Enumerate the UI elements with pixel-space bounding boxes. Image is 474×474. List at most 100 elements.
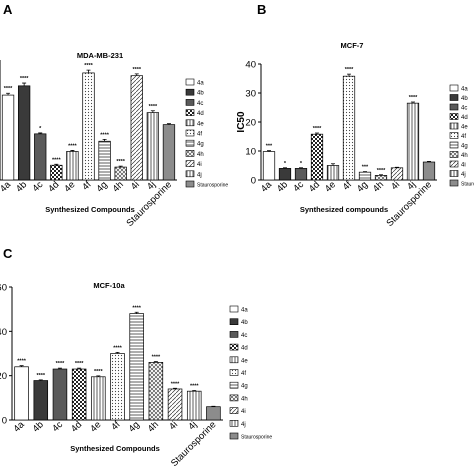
x-tick-label: 4a xyxy=(259,179,275,195)
bar-staurosporine xyxy=(422,161,436,181)
legend-swatch xyxy=(229,420,239,427)
error-bar xyxy=(315,132,319,135)
error-bar xyxy=(70,150,75,152)
y-tick-label: 40 xyxy=(245,60,256,71)
x-tick-label: 4g xyxy=(127,419,142,434)
panel-c-chart: C MCF-10a 0 20 40 60 **** 4a **** 4b **** 4c **** 4d *… xyxy=(0,237,320,474)
bar-4i xyxy=(130,75,143,181)
error-bar xyxy=(54,163,59,166)
legend-label: 4d xyxy=(461,115,468,121)
legend-swatch xyxy=(185,99,195,106)
panel-b-chart: B MCF-7 0 10 20 30 40 IC50 *** 4a * 4b * 4c **** 4d 4e **… xyxy=(236,0,474,237)
legend-label: 4a xyxy=(461,87,468,93)
bar-4g xyxy=(98,140,111,181)
significance-label: * xyxy=(284,161,287,167)
legend-label: 4j xyxy=(197,172,202,178)
significance-label: **** xyxy=(36,373,45,379)
legend-swatch xyxy=(449,160,459,168)
legend-swatch xyxy=(185,78,195,86)
legend-label: 4c xyxy=(241,333,247,339)
significance-label: **** xyxy=(190,384,199,390)
legend-swatch xyxy=(185,150,195,157)
error-bar xyxy=(299,167,303,169)
legend-label: 4b xyxy=(197,91,204,97)
bar-4j xyxy=(146,112,160,181)
error-bar xyxy=(347,73,351,77)
bar-4g xyxy=(358,171,372,181)
legend-swatch xyxy=(449,141,459,149)
legend-swatch xyxy=(229,407,239,414)
significance-label: **** xyxy=(171,381,180,387)
chart-title: MCF-10a xyxy=(93,281,125,290)
legend-swatch xyxy=(449,179,459,187)
legend-swatch xyxy=(229,318,239,325)
x-axis-label: Synthesized compounds xyxy=(300,205,388,214)
bar-4h xyxy=(148,362,164,421)
significance-label: **** xyxy=(132,67,141,73)
x-tick-label: 4c xyxy=(30,179,45,194)
y-tick-label: 20 xyxy=(0,371,7,382)
bar-4h xyxy=(374,175,388,181)
x-tick-label: 4d xyxy=(46,179,61,194)
error-bar xyxy=(153,361,158,363)
legend-label: 4f xyxy=(241,371,246,377)
x-tick-label: 4c xyxy=(50,419,65,434)
error-bar xyxy=(134,73,139,76)
legend-swatch xyxy=(185,119,195,127)
error-bar xyxy=(77,367,82,370)
legend-swatch xyxy=(185,170,195,178)
chart-title: MCF-7 xyxy=(341,41,364,50)
y-tick-label: 60 xyxy=(0,283,7,294)
x-tick-label: 4h xyxy=(146,419,161,434)
legend-swatch xyxy=(449,113,459,120)
y-axis-label: IC50 xyxy=(236,111,247,133)
error-bar xyxy=(115,351,120,354)
panel-label: C xyxy=(3,246,13,261)
bar-4c xyxy=(34,133,47,181)
legend-swatch xyxy=(449,94,459,101)
legend-label: 4i xyxy=(461,163,466,169)
bar-4e xyxy=(66,151,79,181)
legend-swatch xyxy=(449,151,459,158)
significance-label: **** xyxy=(4,86,13,92)
legend-swatch xyxy=(229,394,239,402)
bar-4b xyxy=(278,168,292,181)
error-bar xyxy=(22,82,27,86)
bar-4c xyxy=(52,368,68,421)
significance-label: **** xyxy=(56,361,65,367)
significance-label: * xyxy=(300,161,303,167)
legend-swatch xyxy=(185,129,195,137)
error-bar xyxy=(38,379,43,381)
significance-label: **** xyxy=(345,67,354,73)
legend-swatch xyxy=(229,432,239,440)
x-tick-label: 4a xyxy=(11,419,27,435)
chart-svg-2: C MCF-10a 0 20 40 60 **** 4a **** 4b **** 4c **** 4d *… xyxy=(0,246,272,469)
x-tick-label: 4e xyxy=(62,179,77,194)
error-bar xyxy=(192,390,197,392)
bar-4h xyxy=(114,166,127,181)
bar-4e xyxy=(326,165,340,181)
legend-label: 4e xyxy=(241,358,248,364)
x-tick-label: 4c xyxy=(291,179,306,194)
significance-label: **** xyxy=(149,104,158,110)
bar-4c xyxy=(294,168,308,181)
legend-label: 4f xyxy=(197,132,202,138)
error-bar xyxy=(102,138,107,142)
bar-4f xyxy=(82,72,95,181)
significance-label: **** xyxy=(313,126,322,132)
legend-swatch xyxy=(185,180,195,188)
significance-label: **** xyxy=(100,132,109,138)
x-tick-label: 4e xyxy=(88,419,103,434)
x-tick-label: 4a xyxy=(0,179,14,195)
y-tick-label: 40 xyxy=(0,327,7,338)
error-bar xyxy=(267,150,271,152)
bar-4d xyxy=(71,368,87,421)
legend-label: 4g xyxy=(241,384,248,390)
significance-label: **** xyxy=(409,95,418,101)
significance-label: **** xyxy=(113,345,122,351)
error-bar xyxy=(395,166,399,168)
chart-title: MDA-MB-231 xyxy=(77,51,123,60)
legend-label: 4j xyxy=(241,422,246,428)
bar-4j xyxy=(406,102,420,181)
x-tick-label: 4f xyxy=(80,179,94,193)
